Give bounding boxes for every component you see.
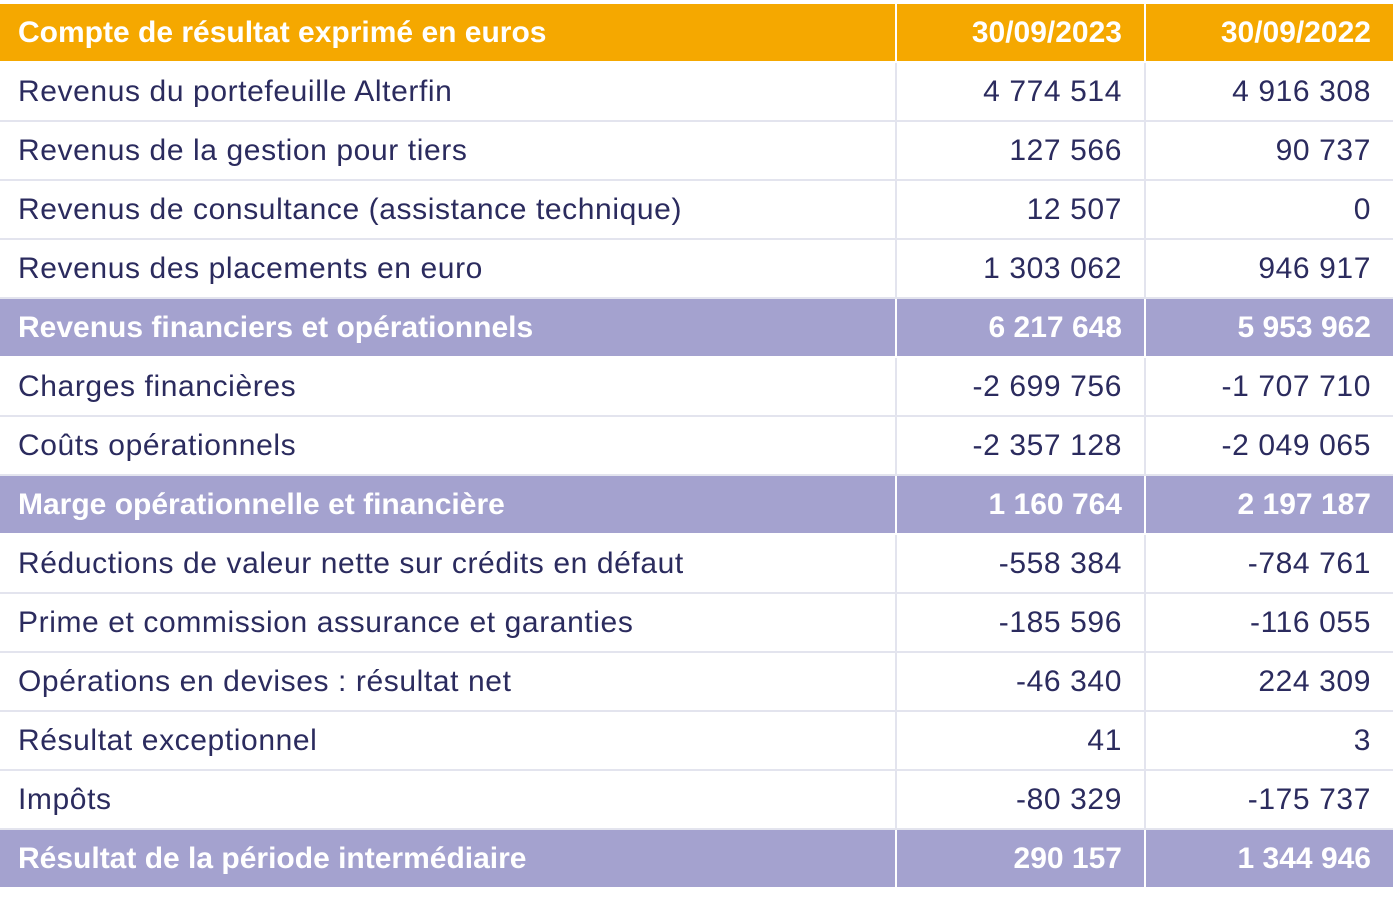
row-label: Charges financières bbox=[0, 358, 895, 417]
value-2023: -185 596 bbox=[895, 594, 1144, 653]
column-header-2022: 30/09/2022 bbox=[1144, 4, 1393, 63]
value-2023: 127 566 bbox=[895, 122, 1144, 181]
row-label: Réductions de valeur nette sur crédits e… bbox=[0, 535, 895, 594]
value-2022: 4 916 308 bbox=[1144, 63, 1393, 122]
row-label: Revenus financiers et opérationnels bbox=[0, 299, 895, 358]
value-2022: 0 bbox=[1144, 181, 1393, 240]
value-2023: 1 160 764 bbox=[895, 476, 1144, 535]
row-label: Coûts opérationnels bbox=[0, 417, 895, 476]
value-2023: 41 bbox=[895, 712, 1144, 771]
value-2022: 90 737 bbox=[1144, 122, 1393, 181]
value-2022: -2 049 065 bbox=[1144, 417, 1393, 476]
table-title: Compte de résultat exprimé en euros bbox=[0, 4, 895, 63]
row-label: Prime et commission assurance et garanti… bbox=[0, 594, 895, 653]
row-label: Résultat de la période intermédiaire bbox=[0, 830, 895, 889]
value-2023: -80 329 bbox=[895, 771, 1144, 830]
value-2022: -784 761 bbox=[1144, 535, 1393, 594]
value-2023: -2 357 128 bbox=[895, 417, 1144, 476]
value-2023: -46 340 bbox=[895, 653, 1144, 712]
value-2022: 946 917 bbox=[1144, 240, 1393, 299]
row-label: Résultat exceptionnel bbox=[0, 712, 895, 771]
value-2022: 3 bbox=[1144, 712, 1393, 771]
value-2022: 1 344 946 bbox=[1144, 830, 1393, 889]
value-2022: 2 197 187 bbox=[1144, 476, 1393, 535]
value-2023: 1 303 062 bbox=[895, 240, 1144, 299]
row-label: Revenus de la gestion pour tiers bbox=[0, 122, 895, 181]
income-statement-table: Compte de résultat exprimé en euros 30/0… bbox=[0, 4, 1393, 889]
row-label: Revenus des placements en euro bbox=[0, 240, 895, 299]
row-label: Marge opérationnelle et financière bbox=[0, 476, 895, 535]
value-2023: 6 217 648 bbox=[895, 299, 1144, 358]
value-2023: -558 384 bbox=[895, 535, 1144, 594]
value-2022: -1 707 710 bbox=[1144, 358, 1393, 417]
value-2023: 4 774 514 bbox=[895, 63, 1144, 122]
value-2023: 12 507 bbox=[895, 181, 1144, 240]
value-2022: -116 055 bbox=[1144, 594, 1393, 653]
row-label: Impôts bbox=[0, 771, 895, 830]
value-2022: -175 737 bbox=[1144, 771, 1393, 830]
value-2022: 5 953 962 bbox=[1144, 299, 1393, 358]
value-2022: 224 309 bbox=[1144, 653, 1393, 712]
value-2023: 290 157 bbox=[895, 830, 1144, 889]
row-label: Revenus de consultance (assistance techn… bbox=[0, 181, 895, 240]
value-2023: -2 699 756 bbox=[895, 358, 1144, 417]
row-label: Opérations en devises : résultat net bbox=[0, 653, 895, 712]
column-header-2023: 30/09/2023 bbox=[895, 4, 1144, 63]
row-label: Revenus du portefeuille Alterfin bbox=[0, 63, 895, 122]
